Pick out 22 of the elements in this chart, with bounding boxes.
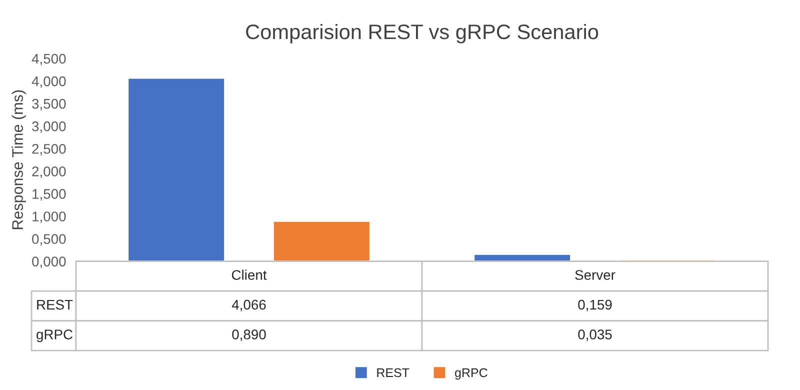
y-tick-label: 4,500 [32,54,66,66]
legend-label: REST [377,368,410,378]
x-tick-label: Server [575,270,616,280]
y-tick-label: 1,500 [32,189,66,201]
chart-title: Comparision REST vs gRPC Scenario [246,24,598,44]
data-label: 0,159 [578,300,612,312]
text: REST [37,300,73,310]
y-tick-label: 1,000 [32,212,66,224]
data-label: 0,035 [578,330,612,342]
x-tick-label: Client [232,270,267,280]
y-tick-label: 3,500 [32,98,66,110]
y-tick-label: 4,000 [32,76,66,88]
y-axis-title: Response Time (ms) [12,90,26,230]
text: gRPC [36,330,73,342]
data-label: 0,890 [232,330,266,342]
y-tick-label: 2,500 [32,144,66,156]
y-tick-label: 0,000 [32,256,66,268]
data-label: 4,066 [232,300,266,312]
y-tick-label: 3,000 [32,121,66,133]
legend-label: gRPC [455,368,488,380]
y-tick-label: 2,000 [32,166,66,178]
y-tick-label: 0,500 [32,234,66,246]
